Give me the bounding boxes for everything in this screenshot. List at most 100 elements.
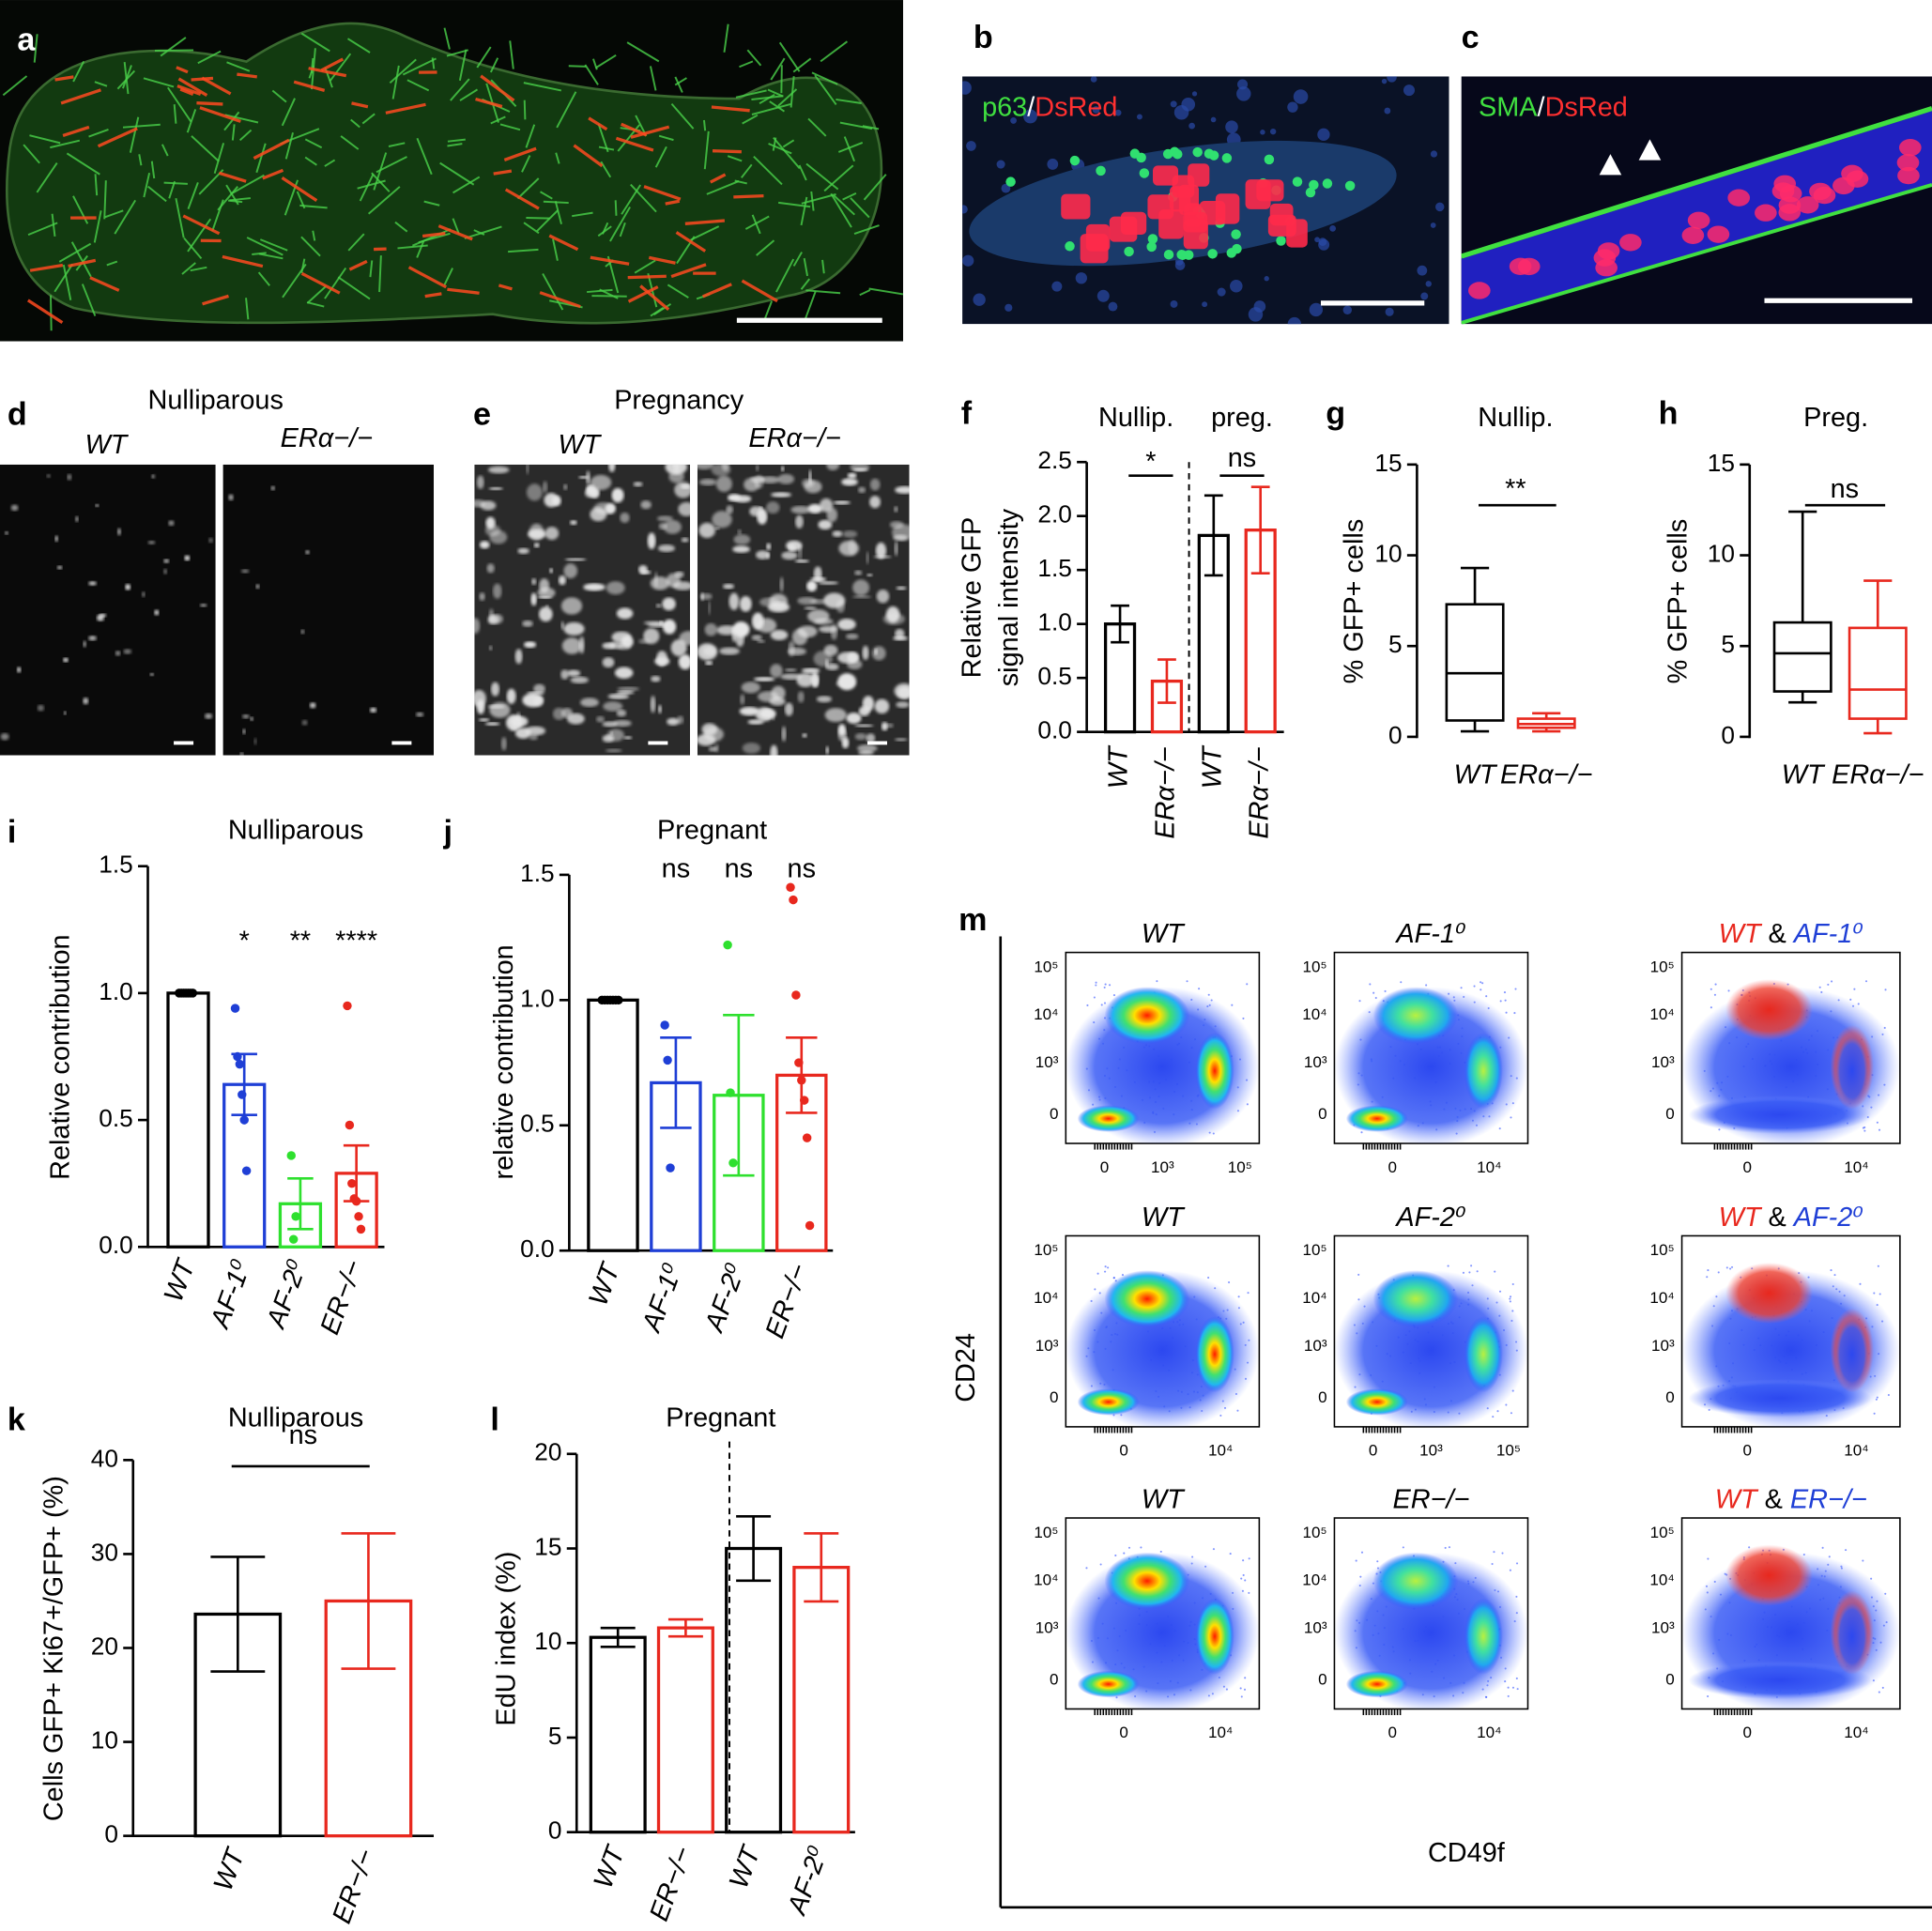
bar xyxy=(589,1635,647,1834)
dsred-cell xyxy=(1841,164,1863,183)
event xyxy=(1833,1274,1836,1277)
event xyxy=(1448,1546,1451,1549)
speck xyxy=(757,639,765,643)
speck xyxy=(607,693,630,699)
duct-red xyxy=(202,294,229,306)
speck xyxy=(770,664,783,678)
speck xyxy=(580,697,599,708)
x-tick-label: WT xyxy=(724,1841,767,1893)
event xyxy=(1515,1562,1519,1565)
dsred-cell xyxy=(1755,204,1777,222)
event xyxy=(1859,1282,1862,1285)
speck xyxy=(807,609,830,623)
nucleus xyxy=(1269,128,1277,135)
event xyxy=(1156,980,1158,983)
speck xyxy=(37,704,44,712)
x-tick-label: 0 xyxy=(1369,1442,1377,1460)
box xyxy=(1445,603,1505,722)
nucleus xyxy=(1381,78,1388,84)
speck xyxy=(270,485,276,491)
duct xyxy=(626,41,660,63)
speck xyxy=(527,691,544,696)
dsred-cell xyxy=(1120,211,1147,236)
speck xyxy=(837,673,857,691)
dsred-cell xyxy=(1796,196,1819,214)
significance: ** xyxy=(1505,474,1526,504)
speck xyxy=(566,713,585,725)
speck xyxy=(832,530,843,537)
box-plot xyxy=(1848,579,1908,735)
speck xyxy=(804,606,817,610)
duct xyxy=(801,192,836,205)
bar xyxy=(587,998,639,1252)
speck xyxy=(786,540,803,551)
speck xyxy=(517,547,529,555)
speck xyxy=(657,544,675,553)
event xyxy=(1730,1265,1734,1268)
duct xyxy=(833,194,855,216)
tissue xyxy=(5,22,883,325)
speck xyxy=(95,503,100,508)
event xyxy=(1127,1546,1131,1549)
event xyxy=(1219,1414,1222,1417)
speck xyxy=(851,595,871,599)
event xyxy=(1086,1004,1089,1007)
duct-red xyxy=(684,219,726,225)
speck xyxy=(241,713,250,719)
panel-title: Nulliparous xyxy=(148,386,284,416)
dsred-cell xyxy=(1813,186,1836,205)
event xyxy=(1207,993,1210,996)
density-blob xyxy=(1464,1598,1503,1675)
chart-title: Preg. xyxy=(1803,403,1868,433)
speck xyxy=(681,537,689,543)
panel-letter: d xyxy=(8,397,27,433)
duct xyxy=(763,300,773,321)
p63-cell xyxy=(1208,150,1219,161)
duct xyxy=(792,57,812,73)
p63-cell xyxy=(1344,180,1356,192)
speck xyxy=(633,482,643,487)
y-tick-label: 1.0 xyxy=(99,977,133,1005)
event xyxy=(1094,1288,1096,1291)
event xyxy=(1510,1116,1512,1119)
speck xyxy=(818,581,839,585)
speck xyxy=(795,514,804,529)
y-tick-label: 10⁴ xyxy=(1649,1005,1674,1023)
speck xyxy=(309,702,316,709)
nucleus xyxy=(1023,109,1037,124)
nucleus xyxy=(973,293,986,306)
speck xyxy=(674,571,684,578)
event xyxy=(1509,1300,1511,1303)
x-tick-label: WT xyxy=(589,1841,632,1893)
speck xyxy=(665,464,688,475)
event xyxy=(1360,1131,1363,1134)
duct-red xyxy=(29,263,64,272)
duct xyxy=(452,176,481,194)
duct xyxy=(450,78,470,101)
duct-red xyxy=(320,57,345,72)
y-tick-label: 10³ xyxy=(1035,1053,1059,1071)
event xyxy=(1198,988,1201,990)
p63-cell xyxy=(1231,229,1241,239)
density-blob xyxy=(1372,1270,1459,1328)
event xyxy=(1485,995,1488,998)
duct xyxy=(703,130,710,170)
speck xyxy=(771,685,786,701)
nucleus xyxy=(1004,303,1013,312)
duct xyxy=(238,129,253,142)
chart-title: Nulliparous xyxy=(228,1403,363,1433)
event xyxy=(1878,1293,1881,1295)
speck xyxy=(616,607,634,620)
event xyxy=(1830,1269,1832,1272)
speck xyxy=(253,737,257,745)
y-tick-label: 0 xyxy=(1388,721,1403,749)
nucleus xyxy=(1092,105,1100,114)
panel-letter: a xyxy=(17,23,36,58)
duct xyxy=(173,104,177,124)
duct xyxy=(769,100,786,113)
nucleus xyxy=(1425,281,1432,287)
x-tick-label: ER−/− xyxy=(327,1845,381,1927)
duct xyxy=(190,266,207,272)
speck xyxy=(560,621,564,630)
speck xyxy=(125,584,131,590)
